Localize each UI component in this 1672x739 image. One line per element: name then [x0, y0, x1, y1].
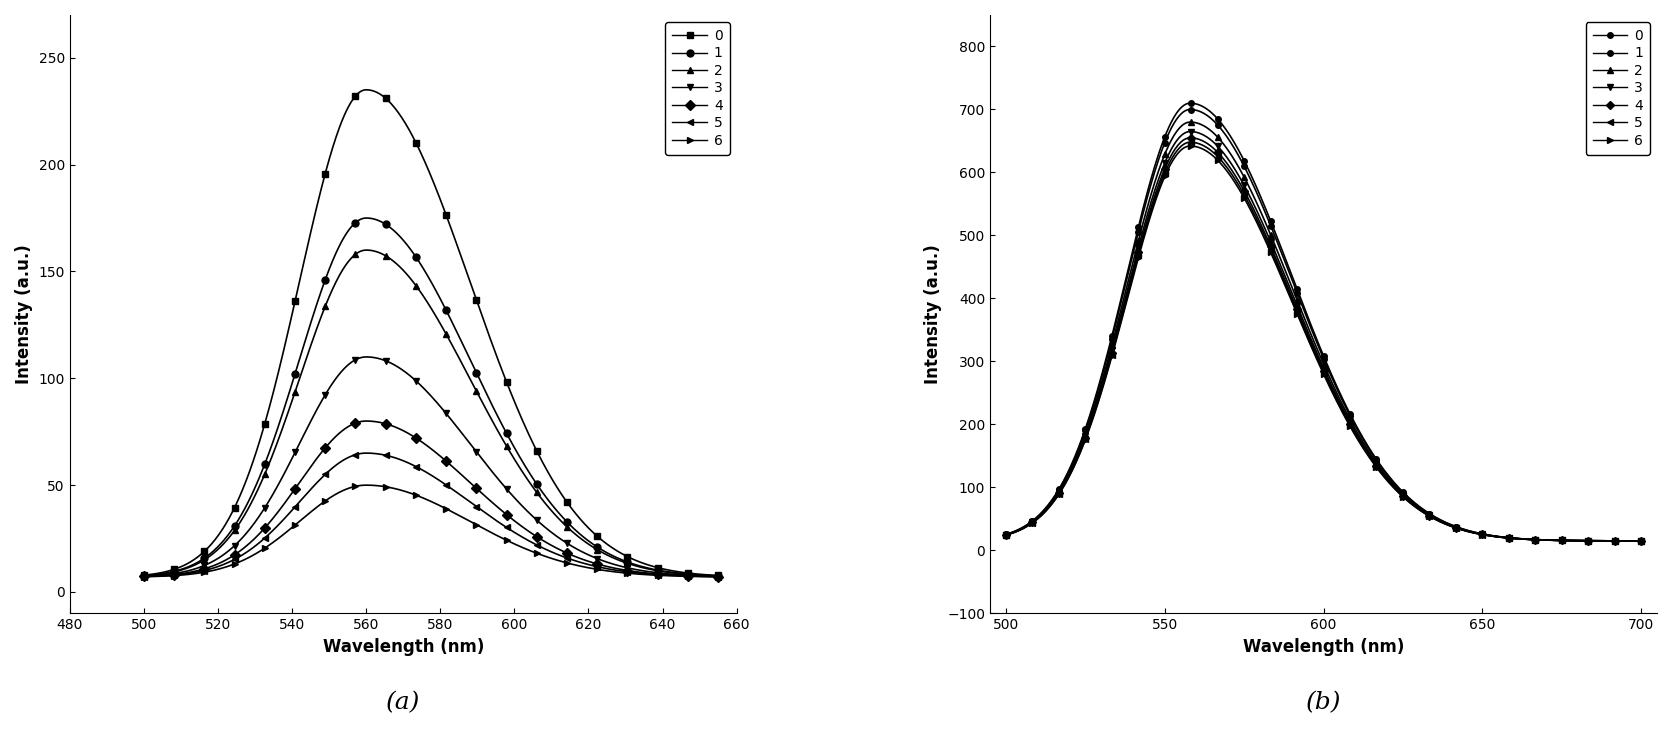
X-axis label: Wavelength (nm): Wavelength (nm) [323, 638, 483, 655]
Y-axis label: Intensity (a.u.): Intensity (a.u.) [923, 245, 941, 384]
Y-axis label: Intensity (a.u.): Intensity (a.u.) [15, 245, 33, 384]
Text: (a): (a) [386, 691, 420, 714]
Text: (b): (b) [1306, 691, 1341, 714]
Legend: 0, 1, 2, 3, 4, 5, 6: 0, 1, 2, 3, 4, 5, 6 [665, 22, 729, 154]
Legend: 0, 1, 2, 3, 4, 5, 6: 0, 1, 2, 3, 4, 5, 6 [1585, 22, 1650, 154]
X-axis label: Wavelength (nm): Wavelength (nm) [1242, 638, 1404, 655]
